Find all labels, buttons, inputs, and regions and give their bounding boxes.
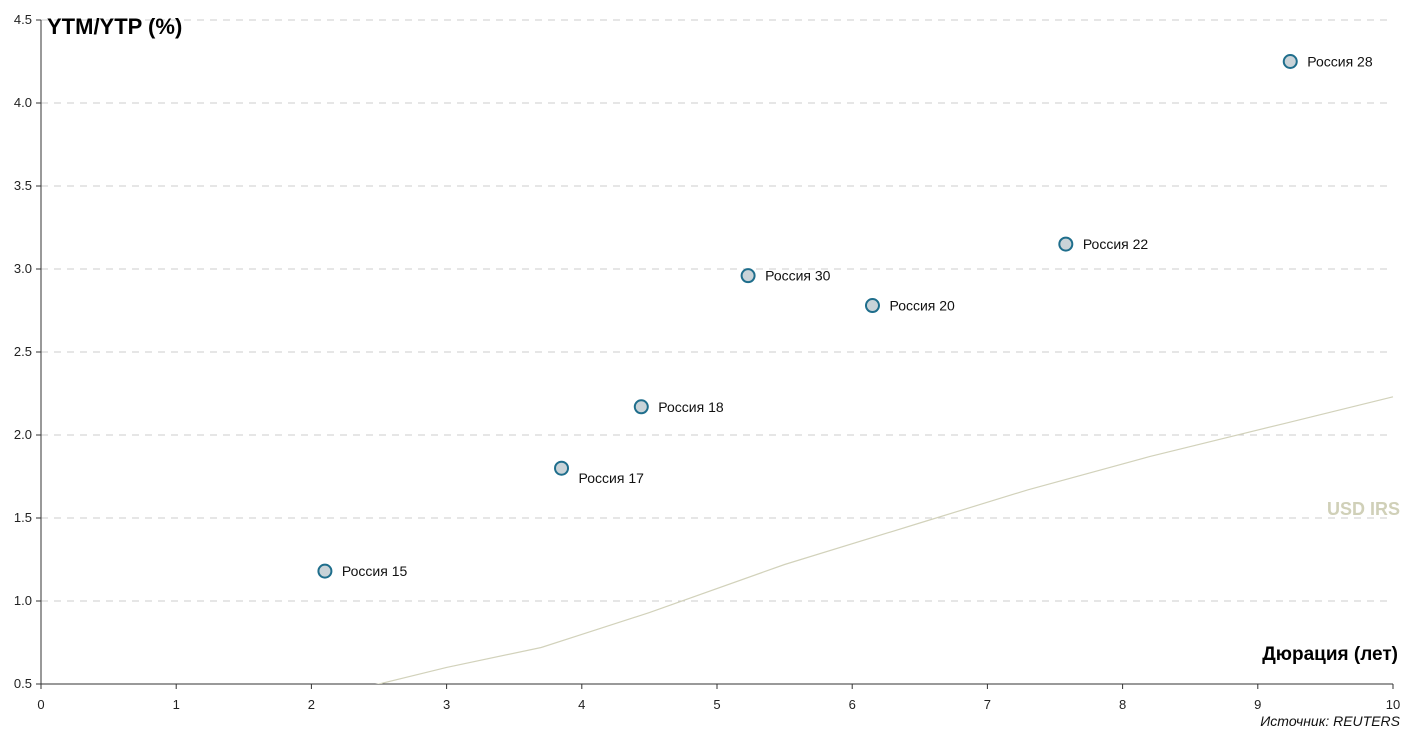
y-tick-label: 0.5 bbox=[14, 676, 32, 691]
grid-lines bbox=[41, 19, 1388, 602]
bond-point bbox=[1058, 236, 1074, 252]
x-tick-label: 10 bbox=[1386, 697, 1400, 712]
bond-point-label: Россия 28 bbox=[1307, 54, 1373, 70]
usd-irs-label: USD IRS bbox=[1327, 499, 1400, 519]
bond-point bbox=[554, 460, 570, 476]
y-tick-label: 1.5 bbox=[14, 510, 32, 525]
bond-point-label: Россия 17 bbox=[579, 470, 645, 486]
x-tick-label: 1 bbox=[173, 697, 180, 712]
x-tick-label: 0 bbox=[37, 697, 44, 712]
y-tick-label: 1.0 bbox=[14, 593, 32, 608]
bond-point-label: Россия 22 bbox=[1083, 236, 1149, 252]
usd-irs-line bbox=[375, 396, 1394, 684]
bond-point-label: Россия 18 bbox=[658, 399, 724, 415]
x-tick-label: 9 bbox=[1254, 697, 1261, 712]
y-tick-label: 3.5 bbox=[14, 178, 32, 193]
bond-point-label: Россия 15 bbox=[342, 563, 408, 579]
y-tick-label: 2.0 bbox=[14, 427, 32, 442]
y-tick-label: 2.5 bbox=[14, 344, 32, 359]
bond-point-label: Россия 20 bbox=[889, 298, 955, 314]
source-note: Источник: REUTERS bbox=[1260, 713, 1400, 729]
bond-point bbox=[633, 399, 649, 415]
x-tick-label: 7 bbox=[984, 697, 991, 712]
bond-point bbox=[864, 298, 880, 314]
axes: 0.5 1.0 1.5 2.0 2.5 3.0 3.5 4.0 4.5 0 1 2 3 4 5 6 7 8 9 10 bbox=[14, 12, 1400, 712]
bond-point bbox=[1282, 54, 1298, 69]
x-tick-label: 2 bbox=[308, 697, 315, 712]
x-tick-label: 8 bbox=[1119, 697, 1126, 712]
bond-point-label: Россия 30 bbox=[765, 268, 831, 284]
y-tick-label: 3.0 bbox=[14, 261, 32, 276]
x-tick-label: 3 bbox=[443, 697, 450, 712]
y-tick-label: 4.5 bbox=[14, 12, 32, 27]
x-tick-label: 6 bbox=[849, 697, 856, 712]
chart-title: YTM/YTP (%) bbox=[47, 14, 182, 39]
usd-irs-series bbox=[375, 396, 1394, 684]
bond-point bbox=[317, 563, 333, 579]
x-tick-label: 4 bbox=[578, 697, 585, 712]
bond-points: Россия 15 Россия 17 Россия 18 Россия 30 Росс… bbox=[317, 54, 1373, 579]
y-tick-label: 4.0 bbox=[14, 95, 32, 110]
x-tick-label: 5 bbox=[713, 697, 720, 712]
bond-point bbox=[740, 268, 756, 284]
x-axis-label: Дюрация (лет) bbox=[1262, 644, 1398, 665]
